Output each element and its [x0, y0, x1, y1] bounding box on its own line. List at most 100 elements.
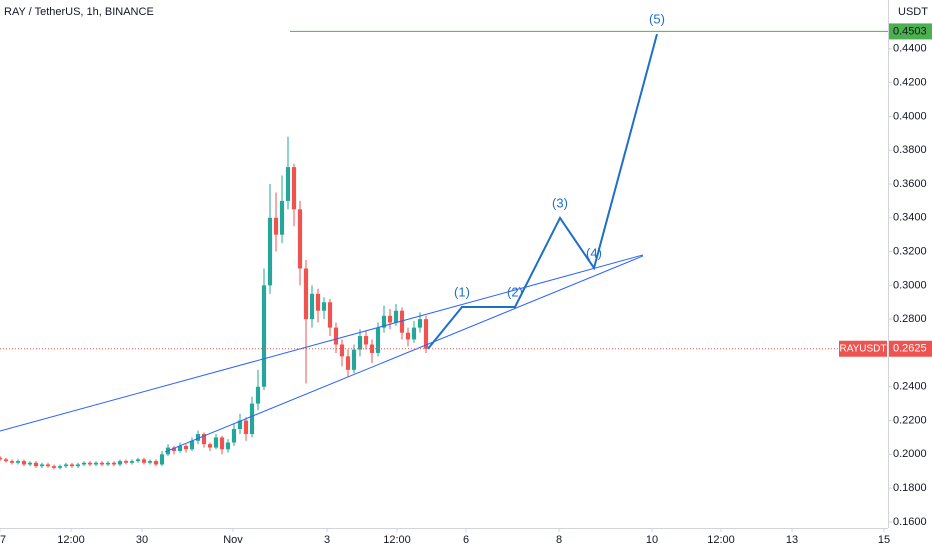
candle-body: [153, 461, 159, 465]
y-tick-label: 0.3800: [893, 144, 927, 156]
candle-body: [39, 464, 45, 467]
x-tick-label: 13: [786, 534, 798, 546]
candle-body: [261, 285, 267, 387]
last-price-label: 0.2625: [893, 343, 927, 355]
y-tick-label: 0.3000: [893, 279, 927, 291]
x-tick-label: 3: [324, 534, 330, 546]
y-tick-label: 0.3600: [893, 178, 927, 190]
candle-body: [321, 302, 327, 311]
wave-path: [427, 33, 658, 350]
y-tick-label: 0.2800: [893, 313, 927, 325]
candle-body: [9, 461, 15, 463]
candle-body: [57, 466, 63, 468]
y-tick-label: 0.3200: [893, 245, 927, 257]
candle-body: [255, 386, 261, 404]
candle-body: [177, 445, 183, 451]
candle-body: [123, 461, 129, 463]
x-tick-label: Nov: [223, 534, 243, 546]
candle-body: [51, 466, 57, 468]
candle-body: [207, 444, 213, 448]
candle-body: [345, 356, 351, 370]
y-tick-label: 0.3400: [893, 212, 927, 224]
candle-body: [291, 167, 297, 210]
candle-body: [117, 461, 123, 465]
candle-body: [111, 462, 117, 465]
target-label: 0.4503: [893, 25, 927, 37]
candle-body: [249, 403, 255, 435]
candle-body: [297, 209, 303, 269]
candle-body: [231, 428, 237, 443]
x-tick-label: 30: [136, 534, 148, 546]
y-tick-label: 0.4400: [893, 43, 927, 55]
y-tick-label: 0.2000: [893, 448, 927, 460]
candle-body: [375, 327, 381, 353]
candle-body: [411, 327, 417, 340]
candle-body: [105, 462, 111, 465]
candle-body: [219, 437, 225, 450]
candle-body: [243, 420, 249, 435]
wave-label: (5): [649, 12, 665, 27]
candle-body: [279, 200, 285, 235]
candle-body: [75, 464, 81, 467]
candle-body: [189, 440, 195, 450]
candle-body: [315, 293, 321, 311]
x-tick-label: 12:00: [707, 534, 735, 546]
wave-label: (2): [507, 284, 523, 299]
candle-body: [387, 315, 393, 323]
candle-body: [63, 464, 69, 467]
candle-body: [69, 464, 75, 467]
candle-body: [129, 461, 135, 463]
candle-body: [159, 454, 165, 465]
y-axis-label: USDT: [898, 6, 928, 18]
candle-body: [21, 461, 27, 465]
candle-body: [351, 349, 357, 370]
candle-body: [141, 459, 147, 463]
x-tick-label: 8: [556, 534, 562, 546]
target-label-bg: [889, 23, 932, 40]
trendline: [0, 254, 644, 432]
candle-body: [33, 462, 39, 467]
y-tick-label: 0.2200: [893, 414, 927, 426]
candle-body: [405, 332, 411, 340]
symbol-label: RAYUSDT: [839, 343, 886, 354]
candle-body: [87, 462, 93, 465]
candle-body: [195, 434, 201, 441]
candle-body: [93, 462, 99, 465]
candle-body: [27, 462, 33, 465]
candle-body: [339, 344, 345, 357]
y-tick-label: 0.4200: [893, 77, 927, 89]
candle-body: [285, 167, 291, 201]
candle-body: [81, 462, 87, 465]
x-tick-label: 6: [463, 534, 469, 546]
chart-title: RAY / TetherUS, 1h, BINANCE: [4, 6, 154, 18]
candle-body: [15, 461, 21, 463]
candle-body: [201, 434, 207, 445]
candle-body: [327, 302, 333, 328]
candle-body: [309, 293, 315, 320]
candle-body: [333, 327, 339, 345]
candle-body: [3, 459, 9, 462]
candle-body: [135, 459, 141, 462]
x-tick-label: 27: [0, 534, 6, 546]
wave-label: (1): [454, 284, 470, 299]
x-tick-label: 15: [878, 534, 890, 546]
candle-body: [417, 319, 423, 328]
symbol-label-bg: [839, 340, 887, 357]
candle-body: [225, 442, 231, 450]
candle-body: [183, 445, 189, 450]
wave-label: (4): [586, 245, 602, 260]
candle-body: [393, 310, 399, 323]
x-tick-label: 12:00: [57, 534, 85, 546]
candle-body: [381, 315, 387, 328]
candle-body: [273, 217, 279, 235]
candle-body: [237, 420, 243, 429]
candle-body: [99, 462, 105, 465]
candle-body: [0, 457, 3, 460]
candle-body: [363, 336, 369, 345]
candle-body: [147, 461, 153, 463]
candle-body: [423, 319, 429, 349]
candle-body: [267, 217, 273, 286]
y-tick-label: 0.1800: [893, 482, 927, 494]
